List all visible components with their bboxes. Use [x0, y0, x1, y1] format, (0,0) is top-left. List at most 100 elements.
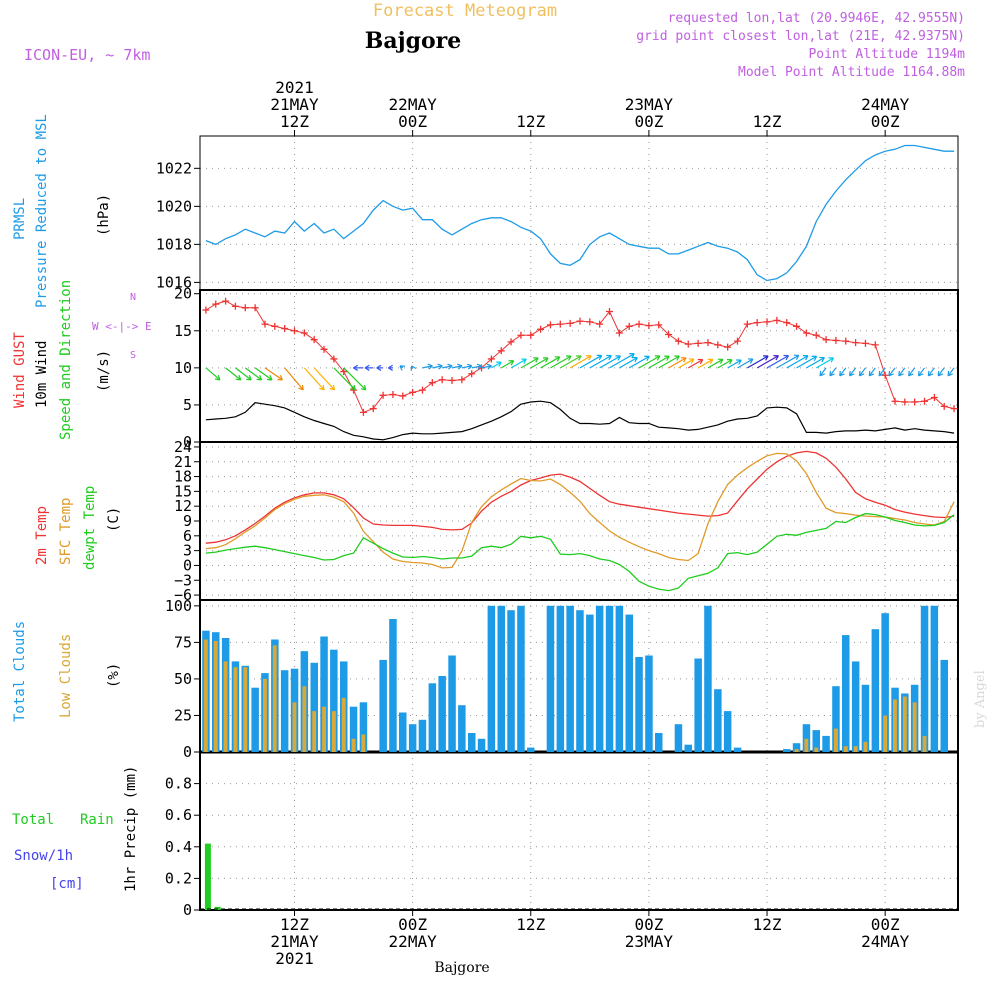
- wind-arrow: [432, 365, 443, 369]
- total-cloud-bar: [822, 735, 830, 752]
- wind-arrow: [333, 367, 356, 391]
- wind-arrow: [697, 358, 714, 369]
- gust-marker: [921, 397, 929, 405]
- gust-marker: [281, 325, 289, 333]
- wind-arrow-head: [763, 355, 769, 361]
- total-cloud-bar: [379, 659, 387, 752]
- gust-marker: [212, 300, 220, 308]
- y-tick-label: 0: [183, 901, 192, 919]
- wind-arrow-head: [533, 357, 539, 363]
- wind-arrow: [284, 367, 304, 391]
- gust-marker: [911, 398, 919, 406]
- wind-arrow: [235, 367, 252, 381]
- gust-marker: [674, 337, 682, 345]
- wind-arrow-head: [644, 355, 650, 362]
- wind-label: 10m Wind: [34, 341, 50, 408]
- top-time-label: 00Z: [398, 112, 427, 131]
- total-cloud-bar: [438, 676, 446, 752]
- wind-arrow-head: [819, 370, 825, 377]
- panel-frame: [199, 289, 959, 443]
- wind-arrow-head: [496, 361, 502, 367]
- gust-marker: [458, 376, 466, 384]
- wind-arrow: [510, 358, 527, 369]
- wind-arrow: [530, 357, 549, 369]
- wind-dir-label: Speed and Direction: [58, 280, 74, 440]
- gust-marker: [783, 319, 791, 327]
- gust-marker: [527, 331, 535, 339]
- gust-marker: [832, 336, 840, 344]
- wind-arrow-head: [707, 358, 714, 365]
- wind-arrow-head: [829, 370, 835, 377]
- total-cloud-bar: [556, 605, 565, 752]
- top-time-label: 12Z: [516, 112, 545, 131]
- temp-sfc-line: [205, 452, 955, 569]
- y-tick-label: 12: [174, 497, 192, 515]
- low-cloud-bar: [794, 749, 799, 752]
- watermark: by Angel: [973, 670, 988, 728]
- wind-arrow-head: [947, 370, 953, 377]
- wind-arrow: [313, 367, 335, 391]
- top-time-label: 12Z: [753, 112, 782, 131]
- wind-arrow: [668, 357, 687, 369]
- gust-marker: [389, 391, 397, 399]
- wind-arrow-head: [476, 363, 483, 370]
- total-cloud-bar: [330, 649, 338, 752]
- wind-arrow: [500, 360, 514, 369]
- snow-label: Snow/1h: [14, 848, 73, 864]
- gust-marker: [871, 341, 879, 349]
- total-cloud-bar: [408, 724, 417, 752]
- gust-marker: [793, 322, 801, 330]
- y-tick-label: 100: [165, 597, 192, 615]
- total-cloud-bar: [812, 730, 820, 752]
- wind-arrow: [908, 367, 916, 377]
- total-cloud-bar: [851, 661, 860, 752]
- low-cloud-bar: [912, 702, 917, 752]
- top-time-label: 21MAY: [270, 95, 319, 114]
- bottom-time-label: 00Z: [871, 915, 900, 934]
- wind-arrow-head: [554, 356, 561, 362]
- wind-arrow: [471, 365, 482, 369]
- y-tick-label: 21: [174, 453, 192, 471]
- total-cloud-bar: [920, 605, 929, 752]
- wind-arrow: [839, 367, 847, 377]
- y-tick-label: 0: [183, 556, 192, 574]
- y-tick-label: 5: [183, 396, 192, 414]
- gust-marker: [261, 320, 269, 328]
- wind-arrow-head: [447, 363, 453, 370]
- wind-arrow-head: [811, 355, 818, 362]
- total-cloud-bar: [714, 689, 722, 752]
- wind-arrow-head: [298, 384, 304, 391]
- wind-arrow: [849, 367, 857, 377]
- low-cloud-bar: [272, 645, 277, 752]
- wind-arrow-head: [353, 364, 359, 371]
- total-cloud-bar: [428, 683, 437, 752]
- panel-frame: [199, 135, 959, 291]
- gust-marker: [586, 318, 594, 326]
- y-tick-label: 15: [174, 482, 192, 500]
- wind-arrow-head: [376, 364, 382, 371]
- bottom-time-label: 23MAY: [625, 932, 674, 951]
- total-cloud-bar: [881, 613, 889, 752]
- top-time-label: 12Z: [280, 112, 309, 131]
- gust-marker: [271, 322, 279, 330]
- wind-arrow: [264, 367, 283, 381]
- low-cloud-bar: [243, 667, 248, 752]
- gust-marker: [330, 355, 338, 363]
- low-cloud-bar: [883, 715, 888, 752]
- y-tick-label: 3: [183, 542, 192, 560]
- gust-marker: [596, 320, 604, 328]
- gust-marker: [537, 325, 545, 333]
- total-cloud-bar: [940, 659, 948, 752]
- wind-arrow-head: [819, 356, 825, 363]
- y-tick-label: 0.8: [165, 775, 192, 793]
- total-cloud-bar: [517, 605, 525, 752]
- wind-arrow-head: [329, 384, 336, 391]
- wind-arrow-head: [727, 359, 733, 365]
- total-cloud-bar: [389, 619, 397, 752]
- gust-marker: [940, 402, 948, 410]
- low-cloud-bar: [843, 746, 848, 752]
- gust-marker: [714, 341, 722, 349]
- rain-label-1: Total: [12, 812, 54, 828]
- total-cloud-bar: [586, 614, 594, 752]
